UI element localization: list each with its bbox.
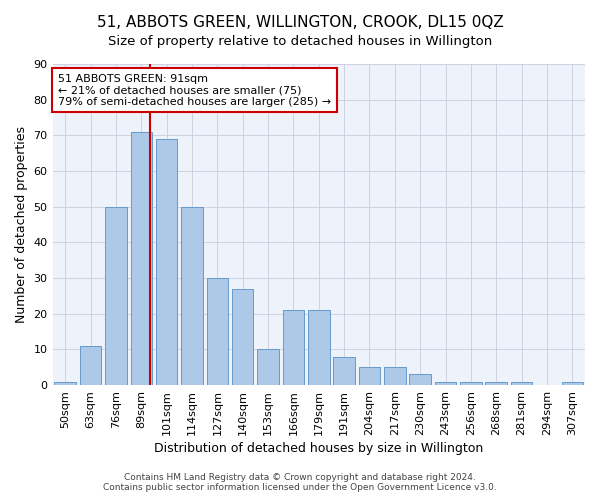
- Bar: [105, 206, 127, 385]
- Y-axis label: Number of detached properties: Number of detached properties: [15, 126, 28, 323]
- Bar: [485, 382, 507, 385]
- Bar: [206, 278, 228, 385]
- Bar: [562, 382, 583, 385]
- Bar: [257, 350, 279, 385]
- Bar: [409, 374, 431, 385]
- Bar: [181, 206, 203, 385]
- Bar: [334, 356, 355, 385]
- Bar: [308, 310, 329, 385]
- Bar: [55, 382, 76, 385]
- Text: 51, ABBOTS GREEN, WILLINGTON, CROOK, DL15 0QZ: 51, ABBOTS GREEN, WILLINGTON, CROOK, DL1…: [97, 15, 503, 30]
- Bar: [156, 139, 178, 385]
- Text: 51 ABBOTS GREEN: 91sqm
← 21% of detached houses are smaller (75)
79% of semi-det: 51 ABBOTS GREEN: 91sqm ← 21% of detached…: [58, 74, 331, 107]
- Text: Contains HM Land Registry data © Crown copyright and database right 2024.
Contai: Contains HM Land Registry data © Crown c…: [103, 473, 497, 492]
- Bar: [511, 382, 532, 385]
- Bar: [460, 382, 482, 385]
- Bar: [232, 288, 253, 385]
- Bar: [283, 310, 304, 385]
- Bar: [435, 382, 457, 385]
- Bar: [80, 346, 101, 385]
- Bar: [384, 367, 406, 385]
- Text: Size of property relative to detached houses in Willington: Size of property relative to detached ho…: [108, 35, 492, 48]
- X-axis label: Distribution of detached houses by size in Willington: Distribution of detached houses by size …: [154, 442, 484, 455]
- Bar: [131, 132, 152, 385]
- Bar: [359, 367, 380, 385]
